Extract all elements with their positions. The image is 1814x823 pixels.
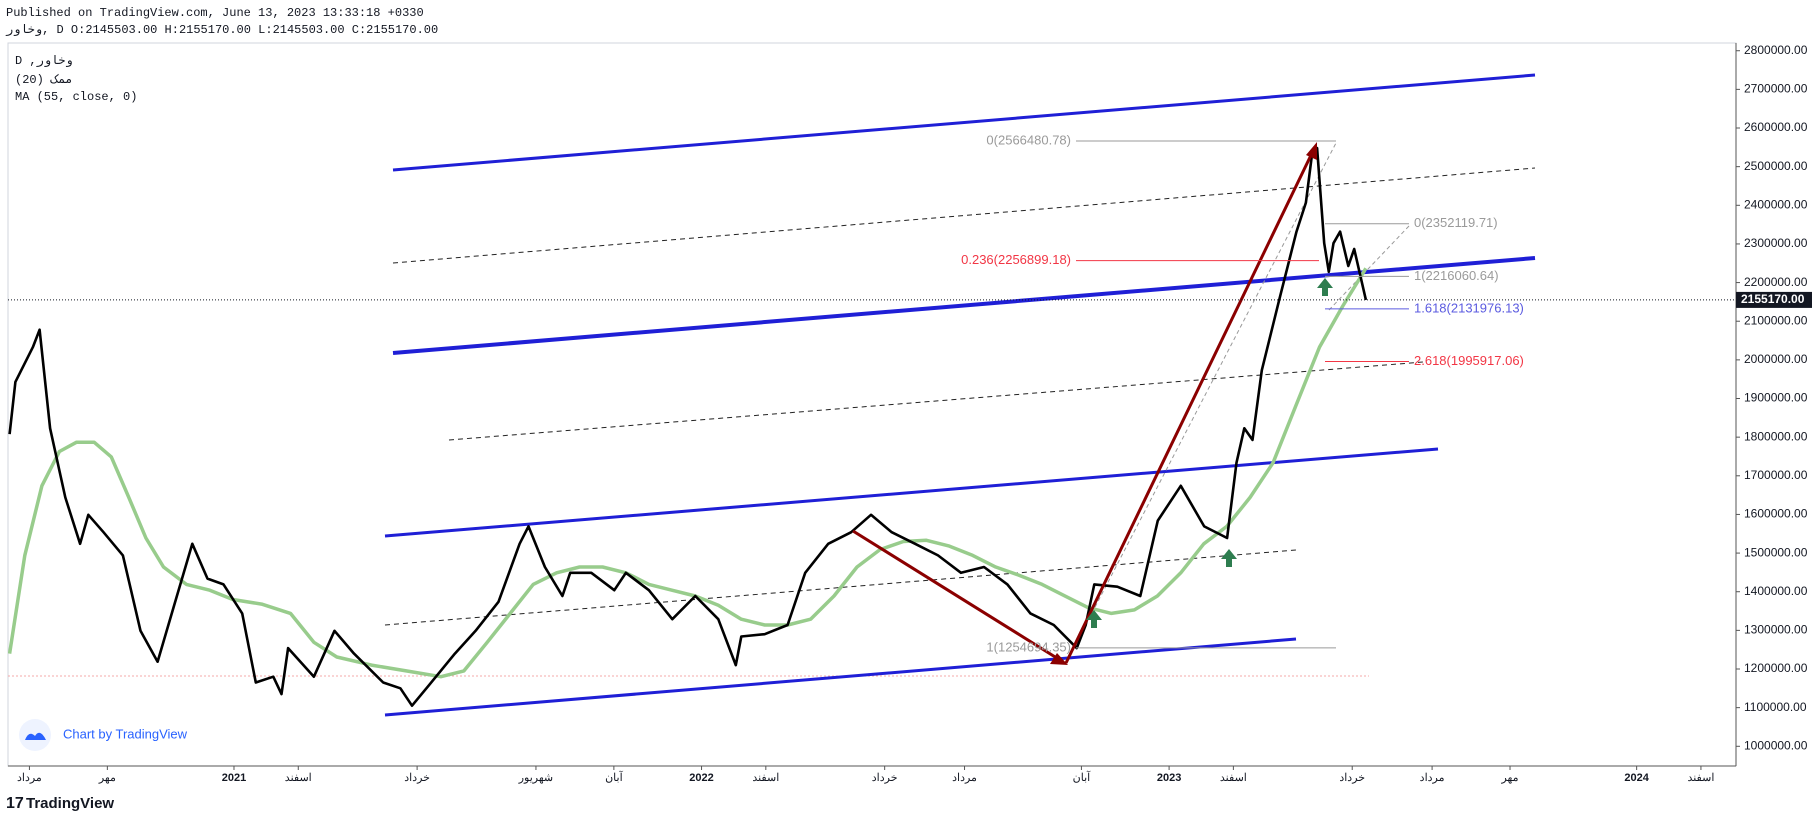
pane-border <box>7 42 1737 767</box>
x-tick-label: 2021 <box>222 772 246 784</box>
y-tick-label: 1400000.00 <box>1744 584 1808 598</box>
legend-ma: MA (55, close, 0) <box>15 90 137 104</box>
fib-label: 1(1254694.35) <box>986 639 1071 654</box>
published-line: Published on TradingView.com, June 13, 2… <box>6 6 424 20</box>
x-tick-label: خرداد <box>872 772 898 784</box>
channel-line <box>392 256 1536 355</box>
x-tick-label: آبان <box>1073 771 1091 784</box>
y-tick-label: 1900000.00 <box>1744 391 1808 405</box>
channel-midline <box>448 361 1424 441</box>
x-tick-label: 2024 <box>1624 772 1649 784</box>
y-tick-label: 1500000.00 <box>1744 545 1808 559</box>
last-price-label: 2155170.00 <box>1741 292 1805 306</box>
x-tick-label: مهر <box>98 772 116 784</box>
y-tick-label: 1300000.00 <box>1744 623 1808 637</box>
y-tick-label: 2700000.00 <box>1744 82 1808 96</box>
y-tick-label: 2000000.00 <box>1744 352 1808 366</box>
brand-mark: 17 <box>6 795 24 812</box>
channel-line <box>392 73 1536 172</box>
fib-label: 0(2352119.71) <box>1414 215 1498 230</box>
up-arrow <box>1221 549 1237 567</box>
x-tick-label: اسفند <box>1220 772 1247 784</box>
arrow-head <box>1306 142 1317 160</box>
y-tick-label: 1200000.00 <box>1744 661 1808 675</box>
y-tick-label: 2500000.00 <box>1744 159 1808 173</box>
y-tick-label: 2200000.00 <box>1744 275 1808 289</box>
watermark: Chart by TradingView <box>63 726 188 741</box>
arrow <box>852 529 1061 662</box>
brand: TradingView <box>26 795 114 812</box>
legend-indicator: (20) ممک <box>15 73 73 87</box>
x-tick-label: اسفند <box>285 772 312 784</box>
up-arrow <box>1086 610 1102 628</box>
arrow <box>1064 150 1315 664</box>
x-tick-label: اسفند <box>752 772 779 784</box>
x-tick-label: مهر <box>1500 772 1518 784</box>
x-tick-label: 2022 <box>689 772 713 784</box>
x-tick-label: خرداد <box>1339 772 1365 784</box>
watermark-icon <box>25 732 46 740</box>
y-tick-label: 1100000.00 <box>1744 700 1807 714</box>
up-arrow <box>1317 278 1333 296</box>
channel-midline <box>392 167 1536 264</box>
y-tick-label: 2800000.00 <box>1744 43 1808 57</box>
x-tick-label: 2023 <box>1157 772 1181 784</box>
x-tick-label: مرداد <box>17 772 42 784</box>
channel-line <box>384 447 1439 538</box>
fib-label: 0(2566480.78) <box>986 132 1071 147</box>
y-tick-label: 2600000.00 <box>1744 120 1808 134</box>
x-tick-label: مرداد <box>1420 772 1445 784</box>
fib-trend <box>1328 225 1410 311</box>
x-tick-label: شهریور <box>518 772 553 784</box>
y-tick-label: 1600000.00 <box>1744 507 1808 521</box>
x-tick-label: خرداد <box>404 772 430 784</box>
x-tick-label: مرداد <box>952 772 977 784</box>
y-tick-label: 1700000.00 <box>1744 468 1808 482</box>
ohlc-line: وخاور, D O:2145503.00 H:2155170.00 L:214… <box>6 23 439 37</box>
y-tick-label: 2400000.00 <box>1744 197 1808 211</box>
x-tick-label: اسفند <box>1687 772 1714 784</box>
channel-line <box>384 637 1297 717</box>
x-tick-label: آبان <box>605 771 623 784</box>
drawings <box>8 73 1536 717</box>
fib-label: 2.618(1995917.06) <box>1414 353 1524 368</box>
y-tick-label: 1000000.00 <box>1744 738 1808 752</box>
y-tick-label: 1800000.00 <box>1744 429 1808 443</box>
fib-label: 0.236(2256899.18) <box>961 252 1071 267</box>
arrows <box>852 142 1333 665</box>
fib-label: 1(2216060.64) <box>1414 268 1499 283</box>
y-tick-label: 2300000.00 <box>1744 236 1808 250</box>
price-line <box>8 146 1368 707</box>
fib-label: 1.618(2131976.13) <box>1414 300 1524 315</box>
watermark-icon <box>19 719 51 751</box>
legend-symbol: D ,وخاور <box>15 54 73 68</box>
last-price-box <box>1736 291 1812 308</box>
series-layer <box>8 146 1368 707</box>
y-tick-label: 2100000.00 <box>1744 313 1808 327</box>
ma-line <box>8 267 1368 679</box>
arrow-head <box>1050 653 1068 665</box>
